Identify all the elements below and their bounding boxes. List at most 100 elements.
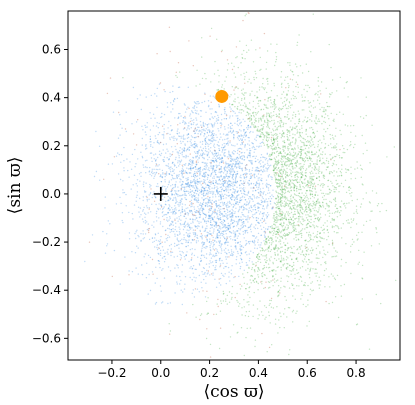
scatter-point <box>293 186 295 188</box>
scatter-point <box>270 154 273 156</box>
scatter-point <box>278 193 280 195</box>
scatter-point <box>292 225 294 227</box>
scatter-point <box>249 257 251 260</box>
scatter-point <box>298 192 301 194</box>
scatter-point <box>368 201 371 203</box>
scatter-point <box>281 133 283 136</box>
scatter-point <box>201 254 203 256</box>
scatter-point <box>290 141 292 144</box>
scatter-point <box>284 203 286 205</box>
scatter-point <box>161 134 163 136</box>
scatter-point <box>183 225 185 228</box>
scatter-point <box>217 141 220 143</box>
scatter-point <box>275 198 278 200</box>
scatter-point <box>286 94 288 97</box>
scatter-point <box>223 149 226 151</box>
scatter-point <box>191 120 193 122</box>
scatter-point <box>199 192 201 194</box>
scatter-point <box>151 203 153 205</box>
scatter-point <box>185 198 188 201</box>
scatter-point <box>225 298 227 300</box>
scatter-point <box>121 212 124 214</box>
scatter-point <box>256 196 258 198</box>
scatter-point <box>180 214 182 217</box>
scatter-point <box>293 179 295 181</box>
scatter-point <box>316 159 318 161</box>
scatter-point <box>293 245 295 248</box>
scatter-point <box>313 197 315 199</box>
scatter-point <box>293 97 295 100</box>
scatter-point <box>291 252 294 254</box>
scatter-point <box>305 207 307 209</box>
scatter-point <box>304 139 306 141</box>
scatter-point <box>273 247 275 249</box>
scatter-point <box>231 132 233 134</box>
scatter-point <box>175 190 177 192</box>
scatter-point <box>246 111 248 113</box>
scatter-point <box>298 214 301 216</box>
scatter-point <box>305 205 307 208</box>
scatter-point <box>222 224 224 226</box>
scatter-point <box>319 185 322 187</box>
scatter-point <box>227 189 229 191</box>
scatter-point <box>305 194 308 196</box>
scatter-point <box>203 173 205 176</box>
scatter-point <box>283 217 286 219</box>
scatter-point <box>262 77 264 80</box>
scatter-point <box>318 201 320 203</box>
scatter-point <box>276 233 278 235</box>
scatter-point <box>249 116 251 119</box>
scatter-point <box>311 120 313 122</box>
scatter-point <box>239 267 241 270</box>
scatter-point <box>187 225 189 228</box>
scatter-point <box>302 165 304 167</box>
scatter-point <box>317 219 320 222</box>
scatter-point <box>206 240 208 242</box>
scatter-point <box>226 203 228 205</box>
scatter-point <box>277 218 279 221</box>
scatter-point <box>310 173 312 175</box>
scatter-point <box>288 158 290 160</box>
scatter-point <box>252 263 254 265</box>
scatter-point <box>307 182 310 184</box>
scatter-point <box>319 206 322 208</box>
scatter-point <box>146 147 148 149</box>
scatter-point <box>194 171 196 173</box>
scatter-point <box>176 217 178 219</box>
scatter-point <box>289 183 291 185</box>
scatter-point <box>243 182 245 184</box>
scatter-point <box>316 241 319 243</box>
scatter-point <box>262 139 264 141</box>
scatter-point <box>239 167 241 169</box>
scatter-point <box>301 234 303 237</box>
scatter-point <box>279 212 281 214</box>
scatter-point <box>162 173 164 175</box>
scatter-point <box>269 237 271 240</box>
scatter-point <box>252 280 254 282</box>
scatter-point <box>220 136 222 138</box>
scatter-point <box>237 221 239 224</box>
scatter-point <box>312 107 315 109</box>
scatter-point <box>359 206 362 208</box>
scatter-point <box>286 256 288 258</box>
scatter-point <box>183 194 185 196</box>
scatter-point <box>232 152 234 155</box>
scatter-point <box>324 113 327 115</box>
scatter-point <box>206 154 209 156</box>
scatter-point <box>345 171 347 174</box>
scatter-point <box>210 207 213 210</box>
scatter-point <box>211 137 214 139</box>
scatter-point <box>279 132 281 135</box>
scatter-point <box>250 177 252 179</box>
scatter-point <box>275 204 278 206</box>
scatter-point <box>259 117 262 119</box>
scatter-point <box>252 145 254 148</box>
scatter-point <box>307 222 309 225</box>
scatter-point <box>301 141 303 143</box>
scatter-point <box>304 247 307 250</box>
scatter-point <box>291 283 293 285</box>
scatter-point <box>300 148 302 151</box>
scatter-point <box>182 183 184 186</box>
scatter-point <box>285 76 287 79</box>
scatter-point <box>191 159 193 162</box>
